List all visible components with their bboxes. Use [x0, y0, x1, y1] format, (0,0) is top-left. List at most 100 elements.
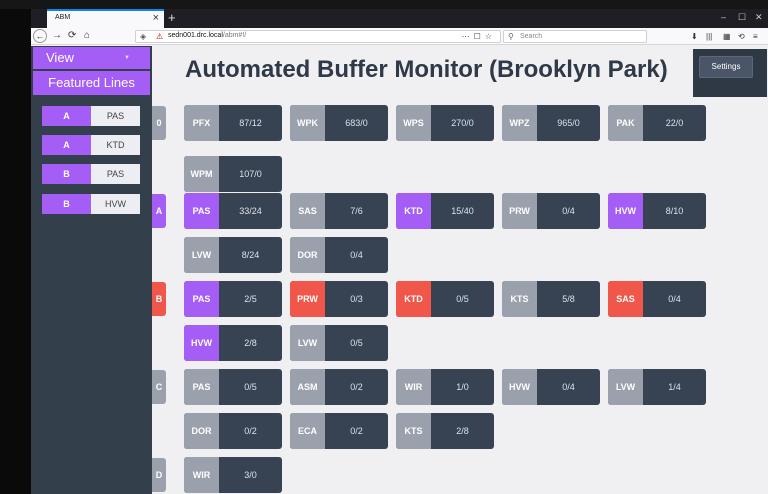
- station-buffer-tile[interactable]: PAS 2/5: [184, 281, 282, 317]
- station-buffer-tile[interactable]: KTD 15/40: [396, 193, 494, 229]
- station-buffer-tile[interactable]: SAS 7/6: [290, 193, 388, 229]
- tab-bar: ABM × + – ☐ ✕: [31, 9, 768, 28]
- station-buffer-tile[interactable]: ECA 0/2: [290, 413, 388, 449]
- tab-abm[interactable]: ABM ×: [47, 9, 164, 28]
- station-buffer-tile[interactable]: ASM 0/2: [290, 369, 388, 405]
- settings-button[interactable]: Settings: [699, 56, 753, 78]
- station-buffer-tile[interactable]: HVW 8/10: [608, 193, 706, 229]
- desktop-left-area: [0, 9, 31, 494]
- view-dropdown[interactable]: View ▼: [33, 47, 150, 69]
- station-buffer-tile[interactable]: WPZ 965/0: [502, 105, 600, 141]
- station-buffer-tile[interactable]: SAS 0/4: [608, 281, 706, 317]
- featured-line-item[interactable]: B HVW: [42, 194, 140, 214]
- line-group-label: A: [152, 194, 166, 228]
- url-actions-icons[interactable]: ⋯☐☆: [461, 32, 496, 41]
- page-content: View ▼ Featured Lines A PAS A KTD B PAS B HVW A…: [31, 46, 768, 494]
- station-code: WIR: [184, 457, 219, 493]
- extensions-icon[interactable]: ▦: [723, 32, 731, 41]
- station-buffer-tile[interactable]: WIR 3/0: [184, 457, 282, 493]
- url-bar[interactable]: ◈ ⚠ sedn001.drc.local/abm#!/ ⋯☐☆: [135, 30, 501, 43]
- station-buffer-tile[interactable]: PAS 0/5: [184, 369, 282, 405]
- station-code: LVW: [608, 369, 643, 405]
- station-buffer-tile[interactable]: DOR 0/2: [184, 413, 282, 449]
- insecure-lock-icon[interactable]: ⚠: [156, 32, 164, 41]
- station-code: PAS: [184, 281, 219, 317]
- forward-arrow-icon[interactable]: →: [52, 30, 62, 41]
- library-icon[interactable]: |||: [706, 32, 713, 41]
- download-icon[interactable]: ⬇: [691, 32, 698, 41]
- station-buffer-tile[interactable]: KTD 0/5: [396, 281, 494, 317]
- buffer-value: 2/8: [456, 426, 469, 436]
- station-code: WPS: [396, 105, 431, 141]
- station-code: KTS: [502, 281, 537, 317]
- buffer-value: 87/12: [239, 118, 262, 128]
- station-buffer-tile[interactable]: PRW 0/3: [290, 281, 388, 317]
- buffer-value: 0/5: [350, 338, 363, 348]
- station-buffer-tile[interactable]: LVW 8/24: [184, 237, 282, 273]
- back-arrow-icon[interactable]: ←: [33, 29, 47, 43]
- line-group-label: C: [152, 370, 166, 404]
- menu-icon[interactable]: ≡: [753, 32, 758, 41]
- station-buffer-tile[interactable]: PRW 0/4: [502, 193, 600, 229]
- reload-icon[interactable]: ⟳: [68, 30, 77, 41]
- buffer-value: 15/40: [451, 206, 474, 216]
- station-code: LVW: [290, 325, 325, 361]
- station-code: HVW: [608, 193, 643, 229]
- home-icon[interactable]: ⌂: [84, 30, 91, 41]
- station-buffer-tile[interactable]: HVW 2/8: [184, 325, 282, 361]
- featured-line-code: A: [42, 135, 91, 155]
- station-code: HVW: [502, 369, 537, 405]
- station-buffer-tile[interactable]: PAS 33/24: [184, 193, 282, 229]
- station-buffer-tile[interactable]: PFX 87/12: [184, 105, 282, 141]
- tab-close-icon[interactable]: ×: [152, 12, 159, 24]
- station-code: WIR: [396, 369, 431, 405]
- station-code: PFX: [184, 105, 219, 141]
- featured-line-item[interactable]: A PAS: [42, 106, 140, 126]
- chevron-down-icon: ▼: [124, 55, 130, 61]
- station-code: ECA: [290, 413, 325, 449]
- sync-icon[interactable]: ⟲: [738, 32, 745, 41]
- featured-line-code: B: [42, 164, 91, 184]
- station-buffer-tile[interactable]: WIR 1/0: [396, 369, 494, 405]
- close-window-icon[interactable]: ✕: [755, 12, 763, 22]
- buffer-value: 7/6: [350, 206, 363, 216]
- featured-line-code: A: [42, 106, 91, 126]
- buffer-value: 0/3: [350, 294, 363, 304]
- shield-icon[interactable]: ◈: [140, 32, 147, 41]
- url-path: /abm#!/: [222, 32, 247, 39]
- station-code: WPZ: [502, 105, 537, 141]
- station-buffer-tile[interactable]: LVW 1/4: [608, 369, 706, 405]
- station-buffer-tile[interactable]: DOR 0/4: [290, 237, 388, 273]
- station-code: HVW: [184, 325, 219, 361]
- station-buffer-tile[interactable]: KTS 2/8: [396, 413, 494, 449]
- maximize-icon[interactable]: ☐: [738, 12, 747, 22]
- station-buffer-tile[interactable]: HVW 0/4: [502, 369, 600, 405]
- new-tab-button[interactable]: +: [168, 10, 176, 25]
- station-buffer-tile[interactable]: WPM 107/0: [184, 156, 282, 192]
- station-buffer-tile[interactable]: WPS 270/0: [396, 105, 494, 141]
- station-code: SAS: [290, 193, 325, 229]
- buffer-value: 0/4: [668, 294, 681, 304]
- station-code: KTD: [396, 281, 431, 317]
- buffer-value: 0/5: [456, 294, 469, 304]
- station-buffer-tile[interactable]: PAK 22/0: [608, 105, 706, 141]
- buffer-value: 0/4: [350, 250, 363, 260]
- featured-line-station: KTD: [91, 135, 140, 155]
- station-code: PAK: [608, 105, 643, 141]
- line-group-label: D: [152, 458, 166, 492]
- station-buffer-tile[interactable]: KTS 5/8: [502, 281, 600, 317]
- settings-panel: Settings: [693, 49, 767, 97]
- featured-line-item[interactable]: B PAS: [42, 164, 140, 184]
- buffer-value: 22/0: [665, 118, 684, 128]
- buffer-value: 8/10: [665, 206, 684, 216]
- station-buffer-tile[interactable]: WPK 683/0: [290, 105, 388, 141]
- url-host: sedn001.drc.local: [168, 32, 223, 39]
- buffer-value: 965/0: [557, 118, 580, 128]
- buffer-value: 1/0: [456, 382, 469, 392]
- featured-line-item[interactable]: A KTD: [42, 135, 140, 155]
- station-buffer-tile[interactable]: LVW 0/5: [290, 325, 388, 361]
- minimize-icon[interactable]: –: [721, 12, 727, 22]
- browser-window: ABM × + – ☐ ✕ ← → ⟳ ⌂ ◈ ⚠ sedn001.drc.lo…: [31, 9, 768, 494]
- buffer-value: 0/4: [562, 206, 575, 216]
- search-input[interactable]: ⚲ Search: [503, 30, 647, 43]
